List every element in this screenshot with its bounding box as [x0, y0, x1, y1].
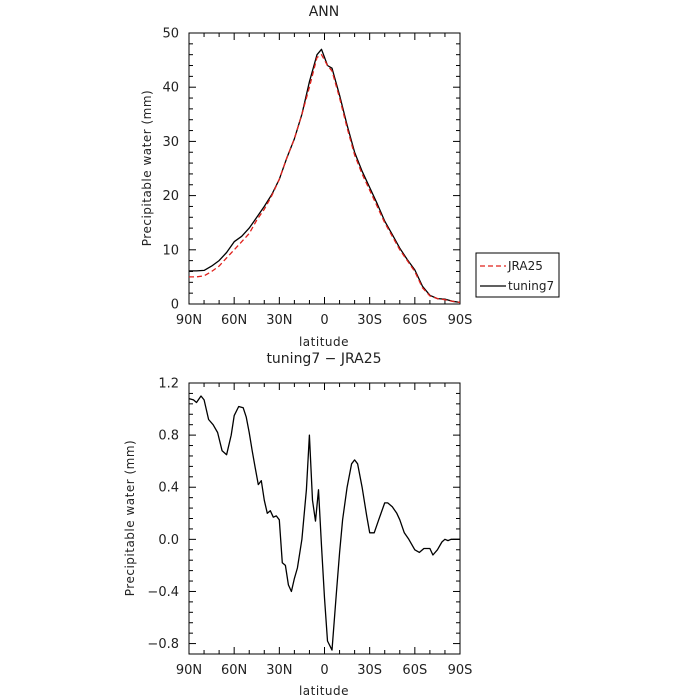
- top-y-tick-labels: 0 10 20 30 40 50: [162, 27, 179, 313]
- bot-y-tick-label: −0.4: [147, 585, 179, 600]
- top-axis-ticks: [188, 32, 461, 305]
- bot-x-tick-label: 60N: [221, 663, 247, 678]
- bottom-y-tick-labels: −0.8 −0.4 0.0 0.4 0.8 1.2: [147, 377, 179, 653]
- bottom-y-axis-label: Precipitable water (mm): [123, 440, 137, 596]
- top-y-tick-label: 0: [171, 298, 179, 313]
- top-x-tick-label: 30S: [357, 313, 382, 328]
- bot-y-tick-label: 1.2: [158, 377, 179, 392]
- top-y-tick-label: 30: [162, 135, 179, 150]
- bot-x-tick-label: 90S: [448, 663, 473, 678]
- top-y-tick-label: 20: [162, 189, 179, 204]
- top-x-axis-label: latitude: [299, 335, 349, 349]
- legend-label-jra25: JRA25: [507, 259, 543, 273]
- top-series-group: [189, 48, 461, 304]
- top-title: ANN: [309, 4, 340, 20]
- bottom-axis-ticks: [188, 382, 461, 655]
- bot-y-tick-label: 0.4: [158, 481, 179, 496]
- bot-x-tick-label: 0: [320, 663, 328, 678]
- bot-y-tick-label: −0.8: [147, 637, 179, 652]
- bottom-series-group: [188, 395, 460, 651]
- bot-x-tick-label: 60S: [402, 663, 427, 678]
- top-x-tick-label: 30N: [266, 313, 292, 328]
- top-x-tick-label: 90N: [176, 313, 202, 328]
- top-y-axis-label: Precipitable water (mm): [140, 90, 154, 246]
- bot-x-tick-label: 30S: [357, 663, 382, 678]
- bottom-x-tick-labels: 90N 60N 30N 0 30S 60S 90S: [176, 663, 473, 678]
- top-panel: ANN 90N 60N 30N 0 30S 60S 90S 0 10 20 30 40 50 lati…: [140, 4, 560, 349]
- legend-label-tuning7: tuning7: [508, 279, 554, 293]
- top-series-line-jra25: [189, 54, 461, 304]
- top-y-tick-label: 50: [162, 27, 179, 42]
- bot-x-tick-label: 90N: [176, 663, 202, 678]
- top-x-tick-label: 60N: [221, 313, 247, 328]
- bot-y-tick-label: 0.0: [158, 533, 179, 548]
- top-x-tick-label: 0: [320, 313, 328, 328]
- legend-box: [475, 252, 560, 298]
- bottom-x-axis-label: latitude: [299, 684, 349, 698]
- bottom-plot-frame: [188, 382, 461, 655]
- top-x-tick-label: 60S: [402, 313, 427, 328]
- top-series-line-tuning7: [189, 48, 461, 304]
- top-x-tick-label: 90S: [448, 313, 473, 328]
- bot-x-tick-label: 30N: [266, 663, 292, 678]
- bottom-title: tuning7 − JRA25: [266, 351, 381, 367]
- legend: JRA25 tuning7: [475, 252, 560, 298]
- top-y-tick-label: 40: [162, 81, 179, 96]
- bot-y-tick-label: 0.8: [158, 429, 179, 444]
- bottom-panel: tuning7 − JRA25 90N 60N 30N 0 30S 60S 90S −0.8…: [123, 351, 472, 698]
- top-x-tick-labels: 90N 60N 30N 0 30S 60S 90S: [176, 313, 473, 328]
- top-y-tick-label: 10: [162, 243, 179, 258]
- bot-series-line-difference: [188, 395, 460, 651]
- top-plot-frame: [188, 32, 461, 305]
